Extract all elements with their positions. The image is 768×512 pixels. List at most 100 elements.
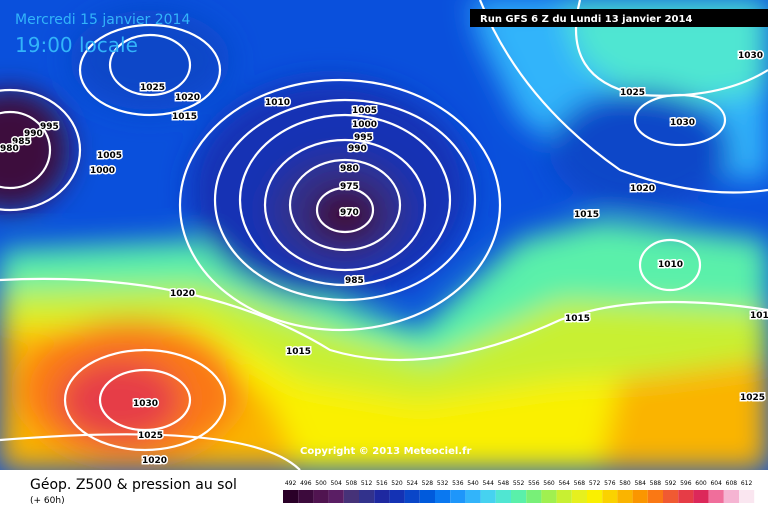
isobar-label: 1010 bbox=[658, 260, 683, 270]
scale-swatch bbox=[298, 490, 314, 503]
isobar-label: 1020 bbox=[142, 456, 167, 466]
scale-swatch bbox=[511, 490, 527, 503]
scale-swatch bbox=[313, 490, 329, 503]
scale-swatch bbox=[632, 490, 648, 503]
isobar-label: 1020 bbox=[175, 93, 200, 103]
scale-swatch bbox=[480, 490, 496, 503]
scale-swatch bbox=[541, 490, 557, 503]
scale-label: 572 bbox=[589, 480, 601, 487]
scale-label: 592 bbox=[665, 480, 677, 487]
scale-label: 496 bbox=[300, 480, 312, 487]
scale-swatch bbox=[723, 490, 739, 503]
scale-label: 612 bbox=[741, 480, 753, 487]
isobar-label: 1020 bbox=[170, 289, 195, 299]
scale-swatch bbox=[602, 490, 618, 503]
isobar-label: 1005 bbox=[352, 106, 377, 116]
scale-swatch bbox=[343, 490, 359, 503]
scale-swatch bbox=[374, 490, 390, 503]
scale-label: 540 bbox=[467, 480, 479, 487]
time: 19:00 locale bbox=[15, 33, 138, 57]
isobar-label: 970 bbox=[340, 208, 359, 218]
isobar-label: 1030 bbox=[738, 51, 763, 61]
isobar-label: 1015 bbox=[750, 311, 768, 321]
scale-label: 536 bbox=[452, 480, 464, 487]
color-scale: 492 496 500 504 508 512 516 520 524 528 532 536 540 5… bbox=[283, 480, 755, 503]
scale-swatch bbox=[328, 490, 344, 503]
scale-swatch bbox=[389, 490, 405, 503]
isobar-label: 1025 bbox=[620, 88, 645, 98]
isobar-label: 1015 bbox=[172, 112, 197, 122]
scale-label: 500 bbox=[315, 480, 327, 487]
date: Mercredi 15 janvier 2014 bbox=[15, 12, 190, 28]
isobar-label: 1015 bbox=[565, 314, 590, 324]
scale-label: 564 bbox=[558, 480, 570, 487]
scale-label: 552 bbox=[513, 480, 525, 487]
scale-label: 600 bbox=[695, 480, 707, 487]
scale-label: 516 bbox=[376, 480, 388, 487]
scale-swatch bbox=[526, 490, 542, 503]
isobar-labels: 1025102010151010995990985980100510001005… bbox=[0, 50, 768, 468]
isobar-label: 985 bbox=[12, 137, 31, 147]
scale-label: 524 bbox=[406, 480, 418, 487]
scale-label: 568 bbox=[574, 480, 586, 487]
scale-label: 576 bbox=[604, 480, 616, 487]
scale-swatch bbox=[359, 490, 375, 503]
scale-swatch bbox=[435, 490, 451, 503]
scale-label: 544 bbox=[482, 480, 494, 487]
scale-swatch bbox=[465, 490, 481, 503]
scale-label: 608 bbox=[726, 480, 738, 487]
isobar-label: 1030 bbox=[670, 118, 695, 128]
isobar-label: 1005 bbox=[97, 151, 122, 161]
isobar-label: 1000 bbox=[90, 166, 115, 176]
isobar-label: 1015 bbox=[574, 210, 599, 220]
map bbox=[0, 0, 768, 470]
scale-swatch bbox=[693, 490, 709, 503]
scale-swatch bbox=[587, 490, 603, 503]
scale-swatch bbox=[708, 490, 724, 503]
isobar-label: 990 bbox=[24, 129, 43, 139]
isobar-label: 990 bbox=[348, 144, 367, 154]
scale-label: 584 bbox=[634, 480, 646, 487]
scale-swatch bbox=[283, 490, 299, 503]
scale-label: 512 bbox=[361, 480, 373, 487]
scale-label: 604 bbox=[710, 480, 722, 487]
scale-label: 532 bbox=[437, 480, 449, 487]
scale-label: 560 bbox=[543, 480, 555, 487]
copyright: Copyright © 2013 Meteociel.fr bbox=[300, 446, 471, 457]
scale-swatch bbox=[450, 490, 466, 503]
scale-label: 528 bbox=[422, 480, 434, 487]
scale-swatch bbox=[647, 490, 663, 503]
scale-swatch bbox=[739, 490, 755, 503]
scale-swatch bbox=[556, 490, 572, 503]
run-info: Run GFS 6 Z du Lundi 13 janvier 2014 bbox=[480, 14, 692, 25]
scale-label: 580 bbox=[619, 480, 631, 487]
scale-label: 520 bbox=[391, 480, 403, 487]
isobar-label: 985 bbox=[345, 276, 364, 286]
isobar-label: 1000 bbox=[352, 120, 377, 130]
scale-swatch bbox=[663, 490, 679, 503]
scale-label: 508 bbox=[346, 480, 358, 487]
isobar-label: 1025 bbox=[740, 393, 765, 403]
scale-label: 548 bbox=[498, 480, 510, 487]
scale-label: 556 bbox=[528, 480, 540, 487]
isobar-label: 1020 bbox=[630, 184, 655, 194]
isobar-label: 980 bbox=[340, 164, 359, 174]
scale-swatch bbox=[419, 490, 435, 503]
isobars bbox=[0, 0, 768, 470]
isobar-label: 995 bbox=[354, 133, 373, 143]
isobar-label: 980 bbox=[0, 144, 19, 154]
isobar-label: 1015 bbox=[286, 347, 311, 357]
scale-label: 492 bbox=[285, 480, 297, 487]
scale-swatch bbox=[571, 490, 587, 503]
isobar-label: 1010 bbox=[265, 98, 290, 108]
scale-swatch bbox=[617, 490, 633, 503]
isobar-label: 1025 bbox=[138, 431, 163, 441]
isobar-label: 1025 bbox=[140, 83, 165, 93]
scale-swatch bbox=[678, 490, 694, 503]
scale-label: 588 bbox=[650, 480, 662, 487]
scale-label: 504 bbox=[330, 480, 342, 487]
scale-swatch bbox=[495, 490, 511, 503]
isobar-label: 995 bbox=[40, 122, 59, 132]
scale-swatch bbox=[404, 490, 420, 503]
